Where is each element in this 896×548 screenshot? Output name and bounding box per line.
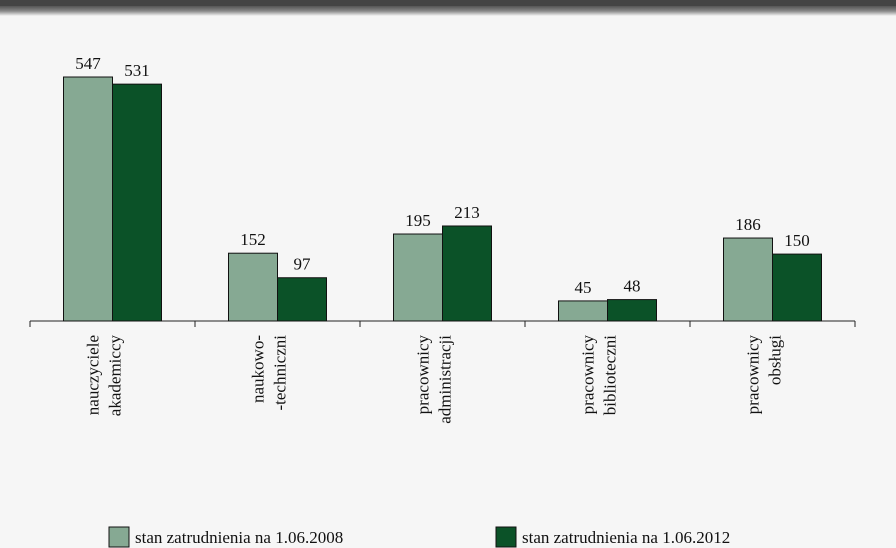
bar <box>442 225 492 322</box>
x-tick-label: akademiccy <box>106 335 125 417</box>
bar <box>228 252 278 322</box>
x-tick-label: naukowo- <box>249 335 268 403</box>
bar <box>558 300 608 322</box>
legend-swatch <box>495 526 517 548</box>
value-label: 213 <box>454 203 480 222</box>
bar <box>63 76 113 322</box>
top-shadow <box>0 6 896 16</box>
top-bar <box>0 0 896 6</box>
value-label: 547 <box>75 54 101 73</box>
bar <box>112 83 162 322</box>
legend-label: stan zatrudnienia na 1.06.2008 <box>135 528 343 547</box>
bar <box>393 233 443 322</box>
value-label: 531 <box>124 61 150 80</box>
bar <box>772 253 822 322</box>
x-tick-label: -techniczni <box>271 335 290 411</box>
value-label: 48 <box>624 277 641 296</box>
x-tick-label: administracji <box>436 335 455 424</box>
bar <box>277 277 327 322</box>
legend-label: stan zatrudnienia na 1.06.2012 <box>522 528 730 547</box>
value-label: 152 <box>240 230 266 249</box>
value-label: 186 <box>735 215 761 234</box>
value-label: 97 <box>294 255 312 274</box>
x-tick-label: nauczyciele <box>84 335 103 415</box>
x-tick-label: pracownicy <box>579 335 598 415</box>
value-label: 195 <box>405 211 431 230</box>
legend-swatch <box>108 526 130 548</box>
value-label: 45 <box>575 278 592 297</box>
value-label: 150 <box>784 231 810 250</box>
x-tick-label: pracownicy <box>414 335 433 415</box>
x-tick-label: obsługi <box>766 335 785 385</box>
x-tick-label: biblioteczni <box>601 335 620 416</box>
bar <box>723 237 773 322</box>
x-tick-label: pracownicy <box>744 335 763 415</box>
bar <box>607 299 657 322</box>
